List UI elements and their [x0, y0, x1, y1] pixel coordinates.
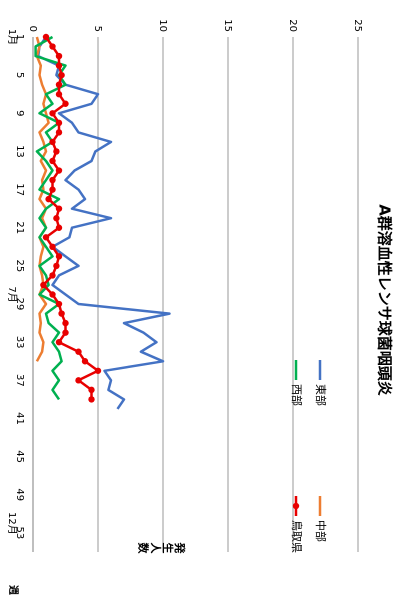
data-point [75, 377, 82, 384]
y-tick-label: 0 [27, 26, 38, 32]
data-point [55, 91, 63, 98]
data-point [55, 119, 63, 127]
data-point [88, 396, 95, 403]
x-tick-label: 17 [14, 183, 25, 196]
data-point [49, 138, 56, 146]
data-point [58, 71, 65, 79]
chart-title: A群溶血性レンサ球菌咽頭炎 [376, 204, 394, 396]
data-point [62, 329, 69, 336]
data-point [55, 52, 63, 60]
data-point [53, 215, 60, 222]
data-point [55, 224, 63, 231]
series-line-西部 [34, 35, 67, 401]
data-point [49, 176, 56, 184]
x-tick-label: 37 [14, 374, 25, 387]
x-axis-label: 週 [7, 585, 19, 595]
y-tick-label: 5 [92, 26, 103, 32]
month-label: 1月 [6, 29, 18, 45]
data-point [49, 110, 56, 117]
data-point [40, 281, 47, 289]
x-tick-label: 1 [14, 34, 25, 40]
legend-label: 鳥取県 [290, 520, 304, 553]
x-tick-label: 9 [14, 110, 25, 116]
x-tick-label: 5 [14, 72, 25, 78]
y-axis-label: 発生人数 [137, 542, 187, 555]
data-point [55, 205, 63, 212]
x-tick-label: 49 [14, 488, 25, 501]
y-tick-label: 10 [157, 19, 168, 32]
data-point [55, 167, 63, 174]
x-tick-label: 13 [14, 145, 25, 158]
data-point [55, 253, 63, 260]
data-point [49, 291, 56, 298]
data-point [55, 62, 63, 69]
y-tick-label: 15 [222, 19, 233, 32]
data-point [45, 195, 52, 203]
y-tick-labels: 0 5 10 15 20 25 [27, 19, 363, 32]
series-line-東部 [36, 36, 171, 410]
x-tick-label: 29 [14, 298, 25, 311]
data-point [55, 338, 63, 346]
legend-label: 西部 [290, 384, 304, 406]
series-line-中部 [35, 36, 50, 362]
data-point [88, 386, 95, 394]
month-labels: 1月 7月 12月 [6, 29, 18, 535]
data-point [58, 310, 65, 317]
x-tick-label: 21 [14, 221, 25, 234]
data-point [49, 186, 56, 193]
data-point [55, 81, 63, 88]
data-point [49, 157, 56, 165]
legend-label: 東部 [314, 384, 328, 406]
y-tick-label: 20 [287, 19, 298, 32]
data-point [53, 262, 60, 270]
x-tick-label: 25 [14, 260, 25, 273]
data-point [62, 319, 69, 327]
data-point [53, 148, 60, 155]
data-point [62, 100, 69, 107]
data-point [42, 33, 50, 41]
y-axis-title-text: 発生人数 [137, 542, 187, 555]
x-tick-labels: 1 5 9 13 17 21 25 29 33 37 41 45 49 53 [14, 34, 25, 539]
y-tick-label: 25 [352, 19, 363, 32]
data-point [55, 129, 63, 136]
month-label: 7月 [6, 286, 18, 302]
grid-lines [32, 37, 359, 552]
legend-marker [292, 502, 300, 510]
data-point [55, 300, 63, 308]
month-label: 12月 [6, 512, 18, 535]
data-point [42, 234, 50, 241]
data-point [49, 243, 56, 251]
series-lines [34, 33, 171, 410]
x-tick-label: 45 [14, 450, 25, 463]
data-point [75, 348, 82, 355]
x-tick-label: 33 [14, 336, 25, 349]
data-point [94, 367, 102, 374]
x-tick-label: 53 [14, 527, 25, 540]
data-point [49, 43, 56, 50]
x-tick-label: 41 [14, 412, 25, 425]
legend-label: 中部 [314, 520, 328, 542]
data-point [81, 358, 89, 365]
data-point [49, 272, 56, 279]
